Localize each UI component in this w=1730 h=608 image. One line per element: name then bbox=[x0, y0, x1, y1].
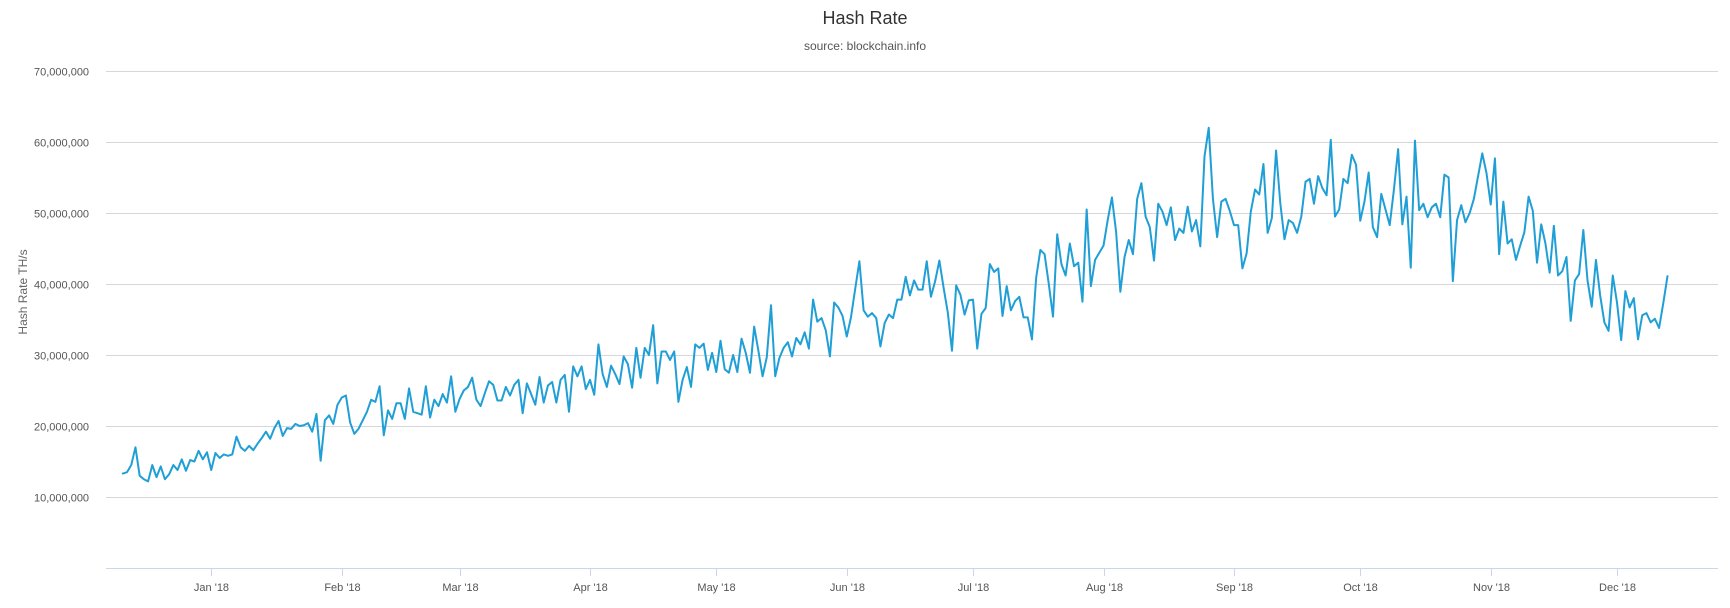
x-tick-label: Jul '18 bbox=[958, 582, 989, 594]
x-tick-label: Jan '18 bbox=[194, 582, 229, 594]
y-tick-label: 10,000,000 bbox=[34, 493, 89, 505]
x-axis-ticks: Jan '18 Feb '18 Mar '18 Apr '18 May '18 Jun '… bbox=[194, 568, 1636, 594]
x-tick-label: Aug '18 bbox=[1086, 582, 1123, 594]
chart-subtitle: source: blockchain.info bbox=[804, 39, 926, 53]
x-tick-label: Oct '18 bbox=[1343, 582, 1378, 594]
y-tick-label: 70,000,000 bbox=[34, 67, 89, 79]
y-tick-label: 30,000,000 bbox=[34, 351, 89, 363]
y-tick-label: 20,000,000 bbox=[34, 422, 89, 434]
x-tick-label: Mar '18 bbox=[442, 582, 478, 594]
series-layer bbox=[121, 126, 1669, 483]
x-tick-label: Sep '18 bbox=[1216, 582, 1253, 594]
x-tick-label: May '18 bbox=[697, 582, 735, 594]
y-axis-ticks: 10,000,000 20,000,000 30,000,000 40,000,000… bbox=[34, 67, 89, 505]
hash-rate-line bbox=[121, 126, 1669, 483]
x-tick-label: Feb '18 bbox=[324, 582, 360, 594]
x-tick-label: Apr '18 bbox=[573, 582, 608, 594]
x-tick-label: Nov '18 bbox=[1473, 582, 1510, 594]
gridlines bbox=[106, 71, 1718, 498]
y-axis-title: Hash Rate TH/s bbox=[16, 249, 30, 334]
x-tick-label: Dec '18 bbox=[1599, 582, 1636, 594]
x-tick-label: Jun '18 bbox=[830, 582, 865, 594]
chart-title: Hash Rate bbox=[822, 8, 907, 28]
y-tick-label: 40,000,000 bbox=[34, 280, 89, 292]
y-tick-label: 50,000,000 bbox=[34, 209, 89, 221]
y-tick-label: 60,000,000 bbox=[34, 138, 89, 150]
